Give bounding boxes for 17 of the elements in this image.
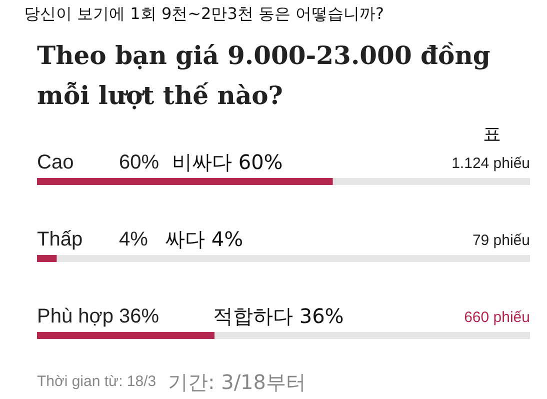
y-tick-label: Phù hợp [37,306,114,328]
annotation: 적합하다 36% [213,304,344,328]
data-label: 4% [119,228,148,250]
data-label: 60% [119,152,160,174]
text: 기간: 3/18부터 [168,370,306,394]
text: Thời gian từ: 18/3 [37,373,156,390]
annotation: 표 [483,124,501,145]
chart-subtitle: 당신이 보기에 1회 9천~2만3천 동은 어떻습니까? [24,4,384,25]
y-tick-label: Thấp [37,228,83,250]
annotation: 비싸다 60% [172,150,283,174]
annotation: 660 phiếu [464,309,530,326]
annotation: 1.124 phiếu [452,155,530,172]
annotation: 싸다 4% [165,227,244,251]
y-tick-label: Cao [37,152,74,174]
annotation: 79 phiếu [472,232,530,249]
chart-title: Theo bạn giá 9.000-23.000 đồng mỗi lượt thế nào? [37,40,492,112]
data-label: 36% [119,306,160,328]
